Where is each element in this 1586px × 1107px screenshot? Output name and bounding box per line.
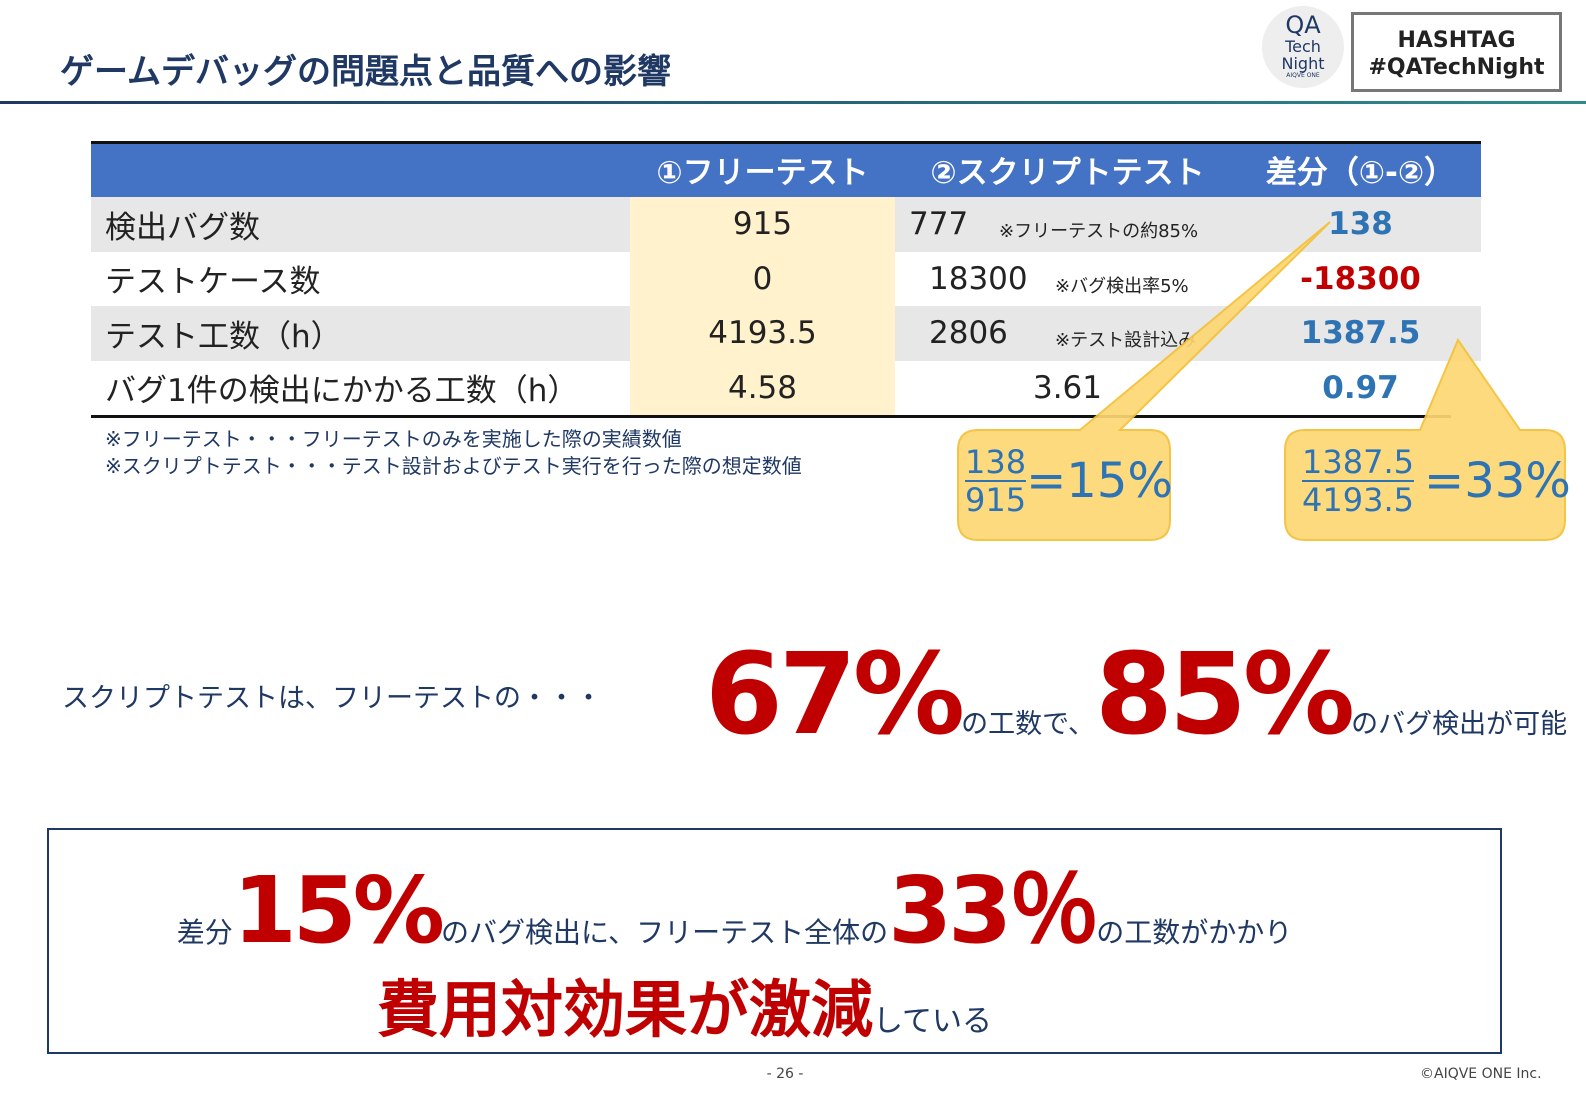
numerator: 138 <box>965 443 1027 482</box>
summary: 67% の工数で、 85% のバグ検出が可能 <box>705 630 1567 760</box>
header-row <box>91 141 1481 197</box>
row-label: バグ1件の検出にかかる工数（h） <box>105 373 579 410</box>
column-header: ②スクリプトテスト <box>930 154 1205 191</box>
logo: QA Tech Night AIQVE ONE <box>1262 6 1344 88</box>
script-note: ※バグ検出率5% <box>1055 275 1189 297</box>
summary-text: のバグ検出が可能 <box>1351 709 1568 740</box>
text: のバグ検出に、フリーテスト全体の <box>441 916 889 949</box>
note: ※フリーテスト・・・フリーテストのみを実施した際の実績数値 <box>105 427 682 451</box>
hashtag-box: HASHTAG #QATechNight <box>1351 12 1562 92</box>
column-header: ①フリーテスト <box>656 154 869 191</box>
table-bottom <box>91 415 1451 418</box>
note: ※スクリプトテスト・・・テスト設計およびテスト実行を行った際の想定数値 <box>105 454 802 478</box>
conclusion-line: 差分 15% のバグ検出に、フリーテスト全体の 33％ の工数がかかり <box>0 836 1500 969</box>
diff-cell: 138 <box>1328 206 1393 243</box>
page-number: - 26 - <box>766 1066 804 1082</box>
summary-text: の工数で、 <box>961 709 1095 740</box>
callout-text: 1387.5 4193.5 =33% <box>1302 444 1571 518</box>
conclusion-box: 差分 15% のバグ検出に、フリーテスト全体の 33％ の工数がかかり 費用対効… <box>47 828 1502 1054</box>
logo-text: AIQVE ONE <box>1286 72 1320 79</box>
highlight: 15% <box>232 857 445 964</box>
row-label: テストケース数 <box>105 264 321 301</box>
conclusion-line: 費用対効果が激減 している <box>0 959 1500 1049</box>
script-value: 3.61 <box>1032 369 1103 406</box>
highlight: 67% <box>705 630 965 760</box>
logo-text: Tech <box>1285 37 1321 56</box>
diff-cell: 0.97 <box>1322 369 1399 406</box>
denominator: 915 <box>965 481 1027 519</box>
free-cell: 4193.5 <box>630 306 895 361</box>
callout <box>1284 337 1566 541</box>
hashtag-label: HASHTAG <box>1397 28 1516 53</box>
summary-lead: スクリプトテストは、フリーテストの・・・ <box>62 683 602 714</box>
denominator: 4193.5 <box>1302 481 1414 519</box>
diff-cell: 1387.5 <box>1300 315 1421 352</box>
text: の工数がかかり <box>1096 916 1293 949</box>
numerator: 1387.5 <box>1302 443 1414 482</box>
text: 差分 <box>176 916 233 949</box>
row-label: 検出バグ数 <box>105 209 260 246</box>
script-note: ※テスト設計込み <box>1055 330 1197 352</box>
highlight: 85% <box>1095 630 1355 760</box>
table-notes: ※フリーテスト・・・フリーテストのみを実施した際の実績数値 ※スクリプトテスト・… <box>105 426 802 480</box>
text: している <box>872 1004 993 1039</box>
column-header: 差分（①-②） <box>1265 154 1456 191</box>
highlight: 33％ <box>888 857 1100 964</box>
script-value: 18300 <box>929 260 1028 297</box>
table: ①フリーテスト ②スクリプトテスト 差分（①-②） 検出バグ数 915 777 ※フリーテス… <box>91 141 1481 418</box>
fraction: 1387.5 4193.5 <box>1302 444 1414 518</box>
copyright: ©AIQVE ONE Inc. <box>1420 1066 1542 1082</box>
row-label: テスト工数（h） <box>105 318 342 355</box>
highlight: 費用対効果が激減 <box>376 973 873 1046</box>
diff-cell: -18300 <box>1300 260 1421 297</box>
result: =33% <box>1423 453 1571 509</box>
hashtag: #QATechNight <box>1368 55 1545 80</box>
title-rule <box>0 101 1586 104</box>
free-cell: 0 <box>630 251 895 306</box>
script-value: 2806 <box>929 315 1008 352</box>
script-note: ※フリーテストの約85% <box>999 221 1199 243</box>
logo-text: QA <box>1285 11 1321 39</box>
callout-text: 138 915 =15% <box>965 444 1173 518</box>
free-cell: 4.58 <box>630 360 895 415</box>
free-cell: 915 <box>630 197 895 252</box>
callout <box>957 221 1331 541</box>
result: =15% <box>1026 453 1173 509</box>
script-value: 777 <box>909 206 969 243</box>
fraction: 138 915 <box>965 443 1027 519</box>
slide-title: ゲームデバッグの問題点と品質への影響 <box>60 52 671 92</box>
logo-text: Night <box>1281 54 1325 73</box>
